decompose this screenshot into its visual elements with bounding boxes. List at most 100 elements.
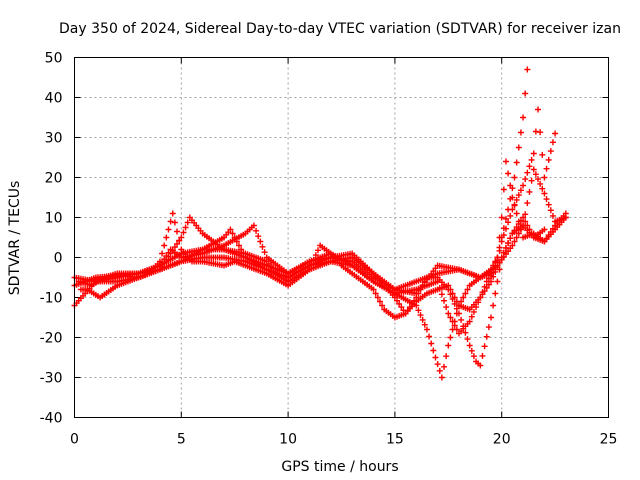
x-tick-label: 15 (386, 432, 404, 448)
data-point (520, 222, 527, 229)
data-point (171, 244, 178, 251)
data-point (526, 226, 533, 233)
data-point (163, 234, 170, 241)
data-point (312, 252, 319, 259)
data-point (511, 174, 518, 181)
data-point (502, 225, 509, 232)
data-point (462, 290, 469, 297)
x-tick-label: 0 (70, 432, 79, 448)
data-point (240, 250, 247, 257)
data-point (184, 219, 191, 226)
data-point (449, 296, 456, 303)
y-tick-label: 30 (45, 131, 63, 147)
data-point (315, 247, 322, 254)
data-point (470, 308, 477, 315)
data-point (498, 238, 505, 245)
data-point (167, 218, 174, 225)
data-point (545, 156, 552, 163)
data-point (453, 326, 460, 333)
data-point (466, 342, 473, 349)
data-point (436, 367, 443, 374)
data-point (532, 171, 539, 178)
data-point (419, 316, 426, 323)
data-point (515, 218, 522, 225)
data-point (520, 182, 527, 189)
data-point (515, 192, 522, 199)
data-point (541, 174, 548, 181)
data-point (492, 259, 499, 266)
data-point (447, 314, 454, 321)
data-point (233, 238, 240, 245)
data-point (438, 374, 445, 381)
data-point (496, 234, 503, 241)
data-layer (71, 66, 569, 381)
y-tick-label: 20 (45, 171, 63, 187)
data-point (528, 156, 535, 163)
data-point (483, 333, 490, 340)
data-point (468, 347, 475, 354)
data-point (513, 210, 520, 217)
data-point (530, 166, 537, 173)
data-point (165, 253, 172, 260)
data-point (227, 226, 234, 233)
data-point (428, 340, 435, 347)
data-point (171, 219, 178, 226)
data-point (460, 323, 467, 330)
data-point (169, 247, 176, 254)
data-point (460, 294, 467, 301)
data-point (259, 243, 266, 250)
data-point (445, 342, 452, 349)
data-point (522, 211, 529, 218)
data-point (231, 234, 238, 241)
data-point (490, 302, 497, 309)
grid-layer (74, 57, 609, 418)
data-point (524, 169, 531, 176)
x-tick-label: 10 (279, 432, 297, 448)
data-point (509, 242, 516, 249)
data-point (543, 196, 550, 203)
data-point (535, 176, 542, 183)
x-tick-label: 20 (493, 432, 511, 448)
data-point (539, 185, 546, 192)
data-point (552, 130, 559, 137)
data-point (447, 291, 454, 298)
data-point (156, 258, 163, 265)
chart-title: Day 350 of 2024, Sidereal Day-to-day VTE… (59, 21, 621, 37)
data-point (543, 235, 550, 242)
data-point (539, 151, 546, 158)
data-point (488, 314, 495, 321)
y-tick-label: -20 (40, 331, 63, 347)
data-point (174, 240, 181, 247)
data-point (165, 226, 172, 233)
data-point (490, 265, 497, 272)
data-point (180, 229, 187, 236)
x-tick-label: 5 (177, 432, 186, 448)
data-point (500, 249, 507, 256)
data-point (513, 196, 520, 203)
data-point (547, 148, 554, 155)
data-point (257, 238, 264, 245)
data-point (517, 129, 524, 136)
data-point (537, 129, 544, 136)
data-point (406, 304, 413, 311)
data-point (468, 313, 475, 320)
data-point (522, 90, 529, 97)
y-axis-label: SDTVAR / TECUs (7, 181, 23, 296)
data-point (408, 300, 415, 307)
data-point (513, 159, 520, 166)
data-point (477, 294, 484, 301)
y-tick-label: 10 (45, 211, 63, 227)
data-point (496, 247, 503, 254)
data-point (479, 352, 486, 359)
x-tick-label: 25 (600, 432, 618, 448)
tick-layer: 0 5 10 15 20 25 50 40 30 20 10 0 -10 -20 -30 -40 (40, 51, 618, 448)
data-point (547, 207, 554, 214)
data-point (481, 283, 488, 290)
data-point (492, 290, 499, 297)
data-point (500, 186, 507, 193)
data-point (238, 246, 245, 253)
data-point (494, 254, 501, 261)
data-point (426, 333, 433, 340)
data-point (485, 281, 492, 288)
data-point (502, 215, 509, 222)
